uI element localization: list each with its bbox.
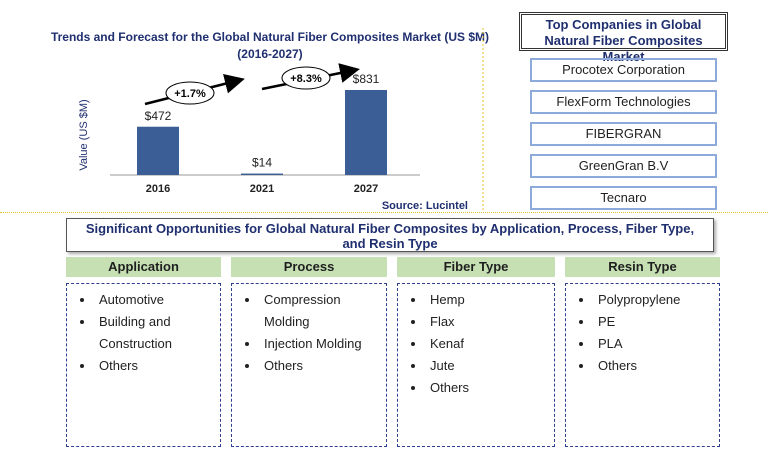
- x-tick-label: 2016: [146, 183, 170, 195]
- bar: [345, 90, 387, 175]
- bullet-list: AutomotiveBuilding and ConstructionOther…: [67, 289, 216, 377]
- chart-subtitle: (2016-2027): [237, 47, 302, 61]
- column-heading: Process: [231, 257, 387, 277]
- list-item: Others: [95, 355, 216, 377]
- list-item: Others: [426, 377, 550, 399]
- list-item: Building and Construction: [95, 311, 216, 355]
- annotation-bubble: [165, 81, 215, 105]
- source: Source: Lucintel: [382, 200, 468, 212]
- company: Tecnaro: [530, 186, 717, 210]
- list-item: Compression Molding: [260, 289, 382, 333]
- divider: [0, 212, 768, 213]
- list-item: PE: [594, 311, 715, 333]
- list-item: Polypropylene: [594, 289, 715, 311]
- list-item: Jute: [426, 355, 550, 377]
- annotation: +1.7%: [174, 88, 206, 100]
- x-tick-label: 2027: [354, 183, 378, 195]
- companies-title: Top Companies in Global Natural Fiber Co…: [519, 12, 728, 64]
- column-list: AutomotiveBuilding and ConstructionOther…: [66, 283, 221, 447]
- list-item: Automotive: [95, 289, 216, 311]
- bar: [137, 126, 179, 175]
- company: Procotex Corporation: [530, 58, 717, 82]
- column-heading: Application: [66, 257, 221, 277]
- column-list: HempFlaxKenafJuteOthers: [397, 283, 555, 447]
- list-item: Injection Molding: [260, 333, 382, 355]
- list-item: PLA: [594, 333, 715, 355]
- bullet-list: PolypropylenePEPLAOthers: [566, 289, 715, 377]
- column-list: Compression MoldingInjection MoldingOthe…: [231, 283, 387, 447]
- annotation: +8.3%: [290, 73, 322, 85]
- chart: Trends and Forecast for the Global Natur…: [51, 28, 489, 212]
- x-tick-label: 2021: [250, 183, 274, 195]
- value-label: $14: [252, 156, 272, 170]
- y-axis-label: Value (US $M): [78, 99, 90, 170]
- bullet-list: HempFlaxKenafJuteOthers: [398, 289, 550, 399]
- company: FIBERGRAN: [530, 122, 717, 146]
- list-item: Flax: [426, 311, 550, 333]
- list-item: Hemp: [426, 289, 550, 311]
- column-heading: Resin Type: [565, 257, 720, 277]
- chart-title: Trends and Forecast for the Global Natur…: [51, 30, 489, 44]
- company: FlexForm Technologies: [530, 90, 717, 114]
- column-list: PolypropylenePEPLAOthers: [565, 283, 720, 447]
- bullet-list: Compression MoldingInjection MoldingOthe…: [232, 289, 382, 377]
- list-item: Others: [260, 355, 382, 377]
- company: GreenGran B.V: [530, 154, 717, 178]
- column-heading: Fiber Type: [397, 257, 555, 277]
- value-label: $472: [145, 109, 172, 123]
- bar: [241, 173, 283, 175]
- annotation-bubble: [281, 66, 331, 90]
- list-item: Kenaf: [426, 333, 550, 355]
- list-item: Others: [594, 355, 715, 377]
- value-label: $831: [353, 72, 380, 86]
- opportunities-title: Significant Opportunities for Global Nat…: [66, 218, 714, 252]
